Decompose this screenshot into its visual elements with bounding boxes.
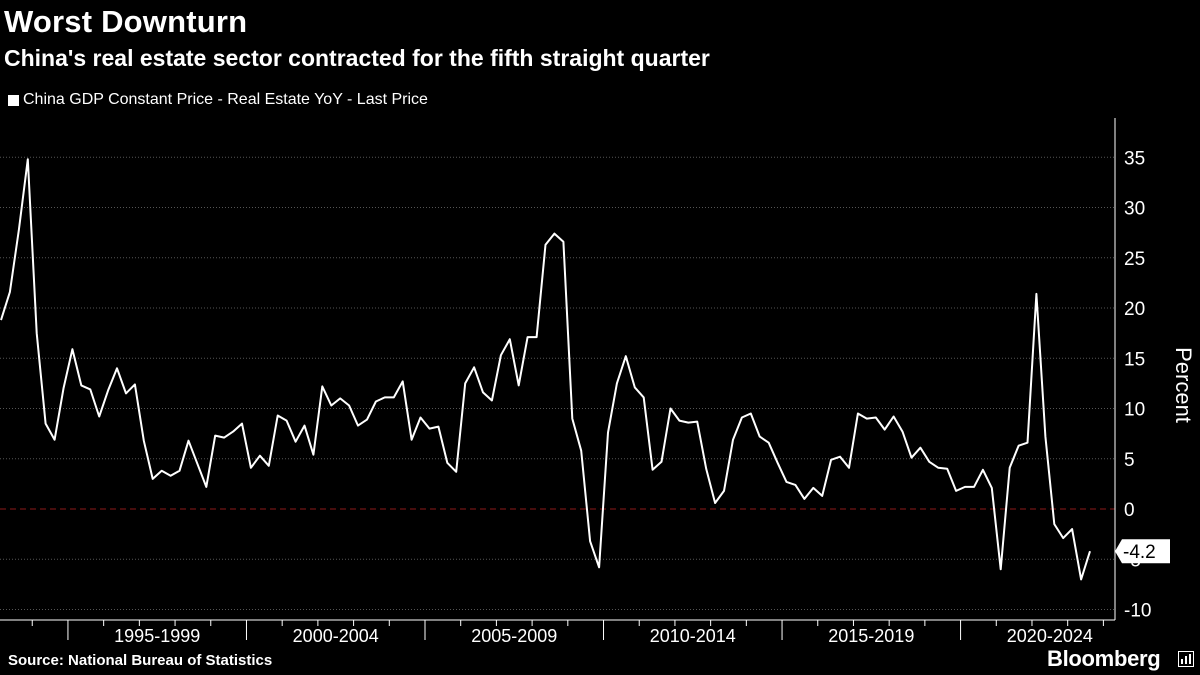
x-tick-label: 2020-2024 [1007, 626, 1093, 646]
x-tick-label: 2005-2009 [471, 626, 557, 646]
y-tick-label: 20 [1124, 299, 1145, 320]
y-tick-label: 30 [1124, 199, 1145, 220]
series-line [0, 158, 1091, 581]
x-tick-label: 2000-2004 [293, 626, 379, 646]
last-value-flag [1115, 539, 1170, 564]
bloomberg-terminal-icon [1178, 651, 1194, 667]
x-tick-label: 1995-1999 [114, 626, 200, 646]
y-tick-label: -10 [1124, 601, 1151, 622]
y-tick-label: 35 [1124, 148, 1145, 169]
legend-label: China GDP Constant Price - Real Estate Y… [23, 91, 428, 108]
last-value-label: -4.2 [1123, 542, 1156, 563]
chart-title: Worst Downturn [4, 4, 248, 39]
chart-subtitle: China's real estate sector contracted fo… [4, 45, 710, 71]
y-tick-label: 5 [1124, 450, 1135, 471]
x-tick-label: 2010-2014 [650, 626, 736, 646]
legend-swatch [8, 94, 19, 106]
legend: China GDP Constant Price - Real Estate Y… [8, 91, 428, 109]
source-note: Source: National Bureau of Statistics [8, 652, 273, 669]
brand-logo: Bloomberg [1047, 646, 1161, 671]
y-tick-label: 25 [1124, 249, 1145, 270]
x-tick-label: 2015-2019 [828, 626, 914, 646]
y-axis-label: Percent [1171, 347, 1196, 423]
y-tick-label: 15 [1124, 349, 1145, 370]
y-tick-label: 0 [1124, 500, 1135, 521]
y-tick-label: 10 [1124, 400, 1145, 421]
